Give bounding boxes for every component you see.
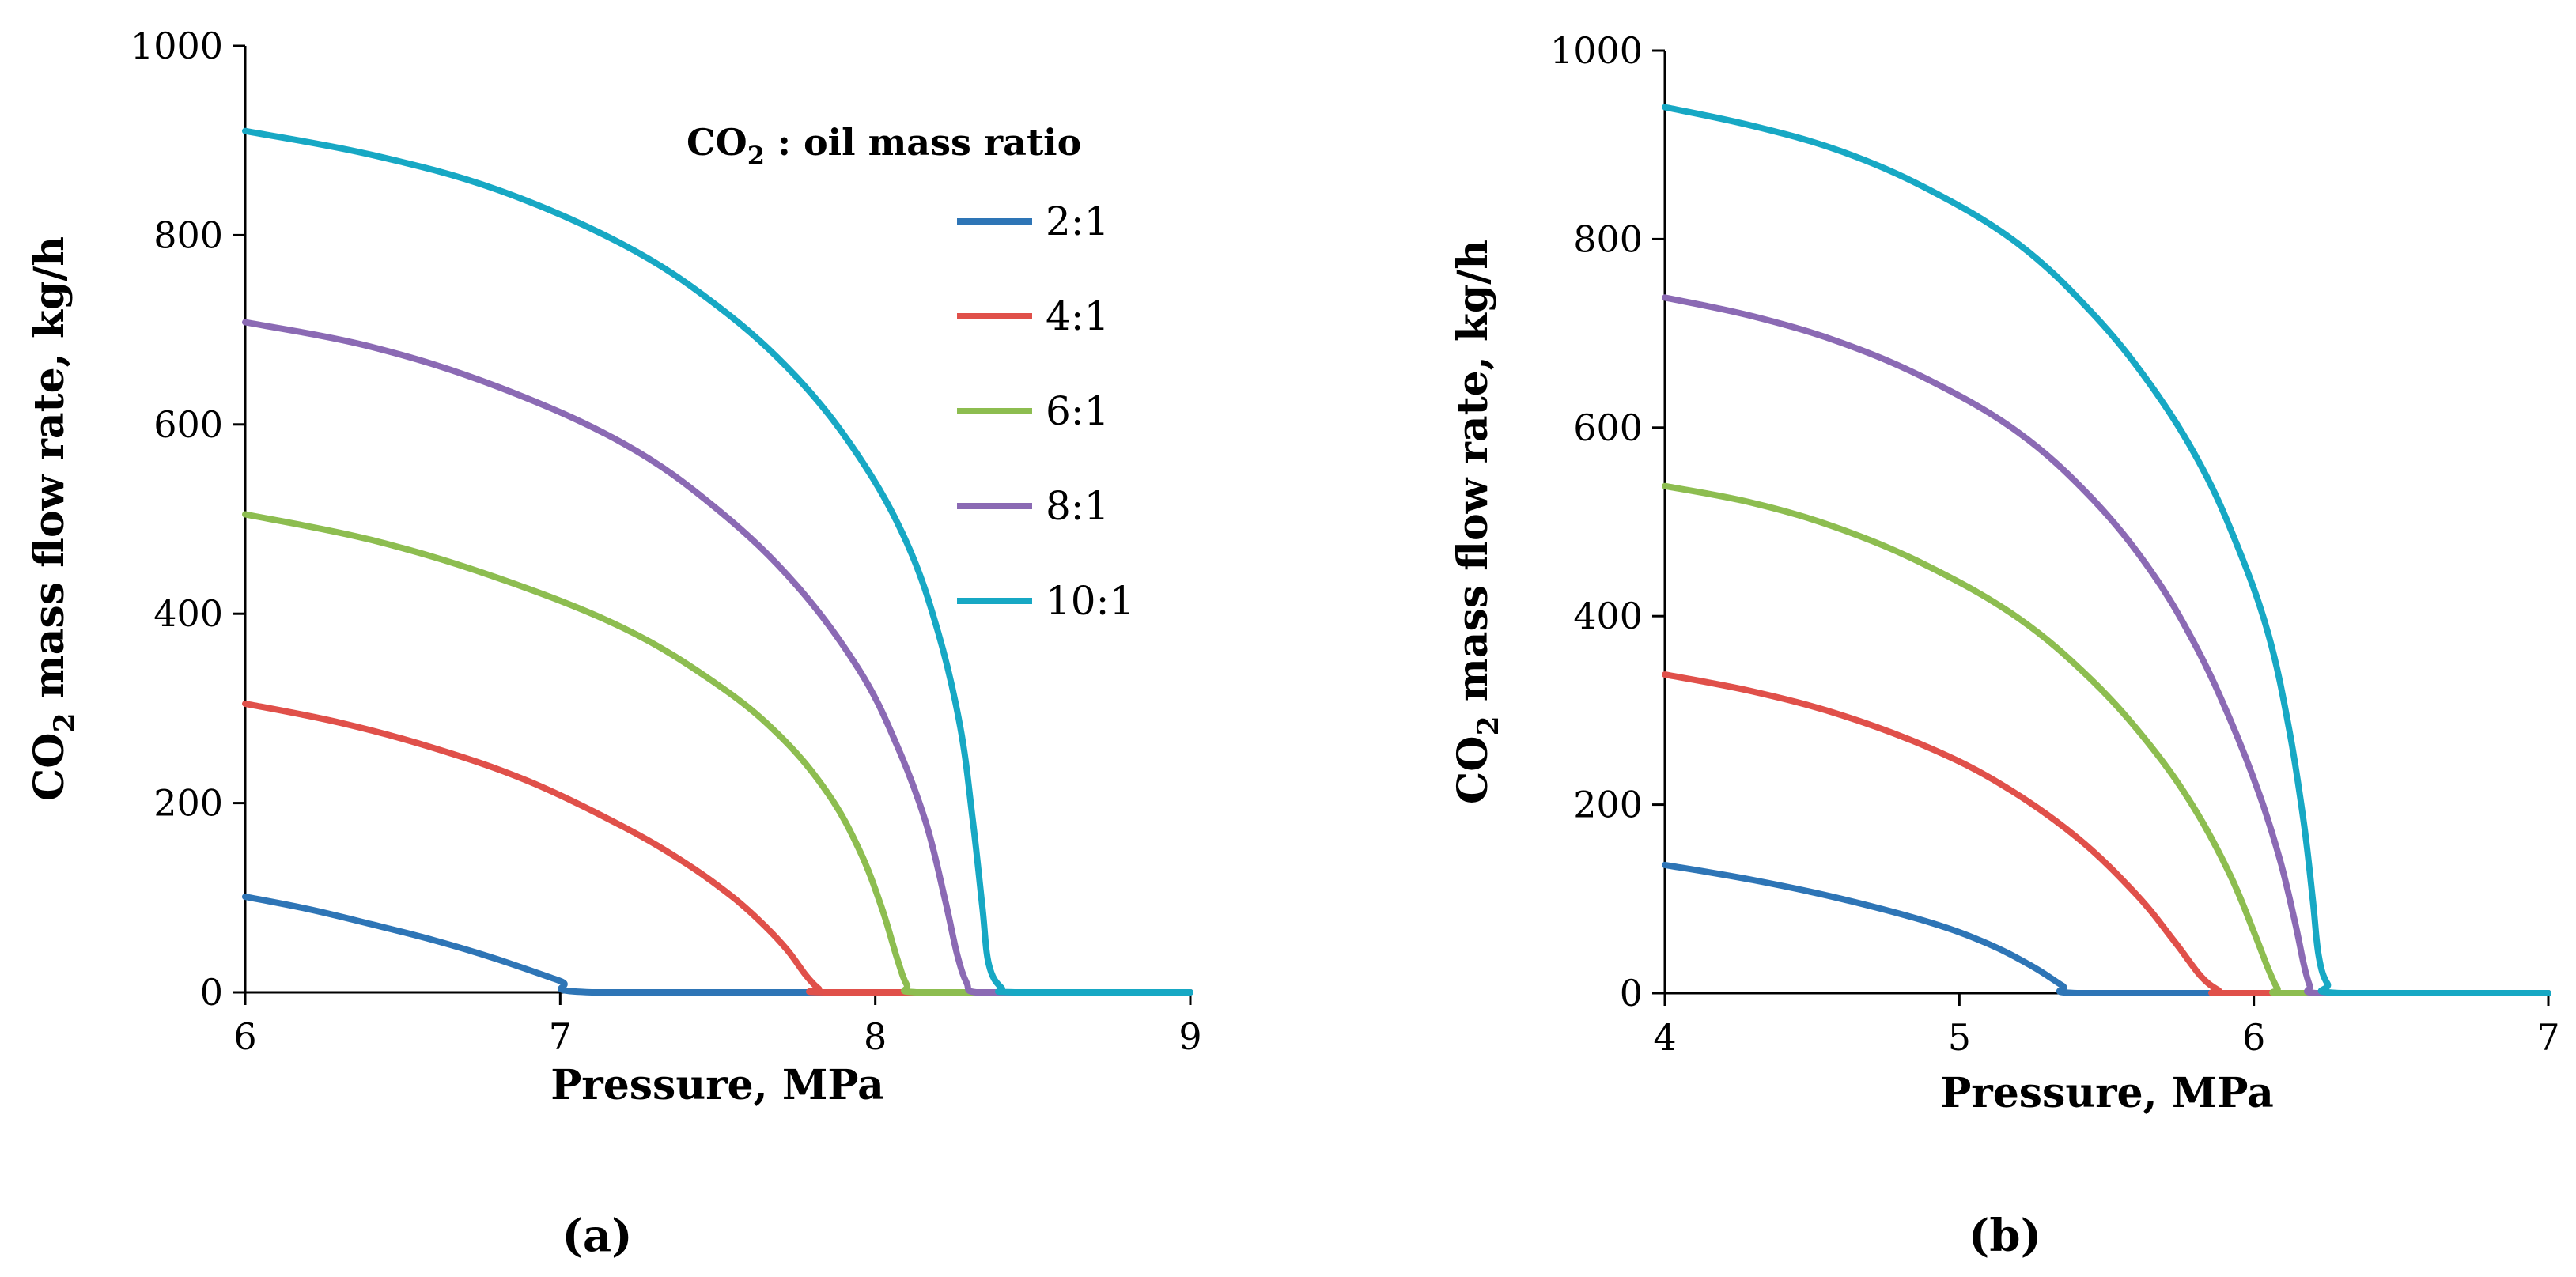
panel-b-y-label-main: CO [1449, 735, 1497, 804]
panel-b-y-tick-label: 400 [1573, 595, 1643, 637]
panel-a-series-6-1-line [242, 511, 1193, 996]
panel-a-series-2-1-line [242, 894, 1193, 996]
panel-b-y-tick-label: 1000 [1550, 29, 1643, 72]
legend-title-rest: : oil mass ratio [765, 121, 1081, 164]
panel-a-y-tick-label: 600 [153, 403, 223, 446]
panel-a-y-label-rest: mass flow rate, kg/h [25, 236, 74, 712]
panel-a-y-tick-label: 0 [200, 971, 223, 1014]
panel-b-series-4-1-line [1662, 671, 2551, 997]
legend-title-sub: 2 [747, 141, 765, 171]
panel-a-y-axis-label: CO2 mass flow rate, kg/h [25, 236, 81, 801]
legend-title: CO2 : oil mass ratio [687, 121, 1081, 171]
panel-a-x-tick-label: 8 [864, 1015, 887, 1058]
panel-b-series-10-1-line [1662, 104, 2551, 997]
panel-a-series-8-1-line [242, 319, 1193, 996]
panel-b-y-tick-label: 200 [1573, 784, 1643, 826]
panel-a-y-tick-label: 400 [153, 592, 223, 635]
panel-a-x-tick-label: 7 [549, 1015, 572, 1058]
panel-b-y-tick-label: 0 [1620, 972, 1643, 1014]
panel-b-y-axis-label: CO2 mass flow rate, kg/h [1449, 240, 1505, 804]
legend-label-8-1: 8:1 [1046, 483, 1109, 529]
legend-label-6-1: 6:1 [1046, 388, 1109, 434]
panel-a-label: (a) [562, 1210, 632, 1262]
panel-b-y-tick-label: 600 [1573, 406, 1643, 449]
panel-a-x-tick-label: 9 [1178, 1015, 1201, 1058]
panel-a-y-tick-label: 800 [153, 213, 223, 256]
panel-b-y-label-rest: mass flow rate, kg/h [1449, 240, 1497, 716]
panel-b-y-tick-label: 800 [1573, 217, 1643, 260]
legend-label-10-1: 10:1 [1046, 578, 1134, 624]
panel-a-series-10-1-line [242, 127, 1193, 996]
legend-label-4-1: 4:1 [1046, 293, 1109, 339]
panel-a-y-label-sub: 2 [48, 712, 81, 732]
panel-b-series-6-1-line [1662, 482, 2551, 997]
legend: CO2 : oil mass ratio 2:1 4:1 6:1 8:1 10:1 [687, 121, 1134, 624]
panel-b-x-tick-label: 4 [1653, 1016, 1676, 1059]
legend-label-2-1: 2:1 [1046, 198, 1109, 244]
panel-a-x-axis-label: Pressure, MPa [550, 1061, 884, 1109]
panel-b-series-8-1-line [1662, 294, 2551, 997]
panel-b-y-label-sub: 2 [1472, 716, 1505, 735]
panel-a-series-4-1-line [242, 700, 1193, 996]
panel-a-y-tick-label: 200 [153, 782, 223, 825]
panel-b-x-tick-label: 6 [2242, 1016, 2265, 1059]
panel-a-x-tick-label: 6 [233, 1015, 256, 1058]
panel-b-series-2-1-line [1662, 861, 2551, 997]
panel-b-x-tick-label: 7 [2536, 1016, 2559, 1059]
panel-b-x-axis-label: Pressure, MPa [1940, 1069, 2274, 1117]
panel-b-x-tick-label: 5 [1948, 1016, 1971, 1059]
legend-title-main: CO [687, 121, 747, 164]
panel-a-y-label-main: CO [25, 732, 74, 801]
panel-a-y-tick-label: 1000 [131, 25, 223, 67]
panel-b: 0 200 400 600 800 1000 4 5 6 7 Pressure, MPa CO2… [1449, 29, 2560, 1262]
panel-b-label: (b) [1969, 1210, 2041, 1262]
